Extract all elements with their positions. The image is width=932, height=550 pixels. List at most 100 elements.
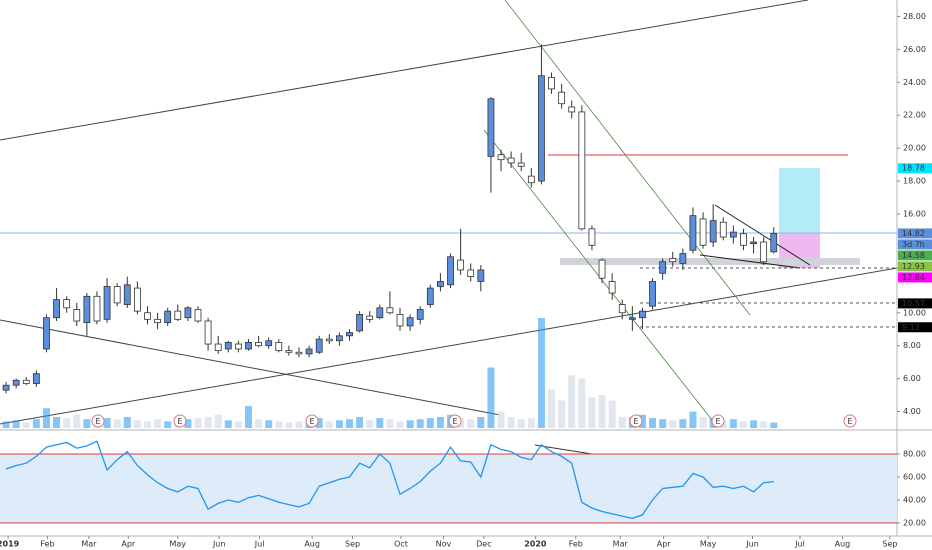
trend-line bbox=[0, 261, 932, 425]
candle-body bbox=[548, 76, 555, 90]
volume-bar bbox=[295, 421, 303, 428]
volume-bar bbox=[416, 419, 424, 428]
volume-bar bbox=[12, 420, 20, 428]
candle-body bbox=[255, 341, 262, 347]
candle-body bbox=[729, 231, 737, 238]
price-label-box bbox=[898, 250, 932, 261]
volume-bar bbox=[244, 406, 252, 428]
x-tick-label: Jun bbox=[212, 540, 226, 549]
candle-body bbox=[649, 281, 656, 307]
candle-body bbox=[245, 341, 252, 350]
volume-bar bbox=[598, 395, 606, 428]
volume-bar bbox=[83, 419, 91, 428]
volume-bar bbox=[356, 417, 364, 428]
volume-bar bbox=[194, 418, 202, 428]
candle-body bbox=[265, 340, 273, 347]
volume-bar bbox=[346, 419, 354, 428]
candle-body bbox=[315, 338, 323, 353]
volume-bar bbox=[285, 422, 293, 428]
volume-bar bbox=[265, 420, 273, 428]
candle-body bbox=[53, 299, 60, 319]
earnings-label: E bbox=[715, 417, 720, 426]
candle-body bbox=[204, 320, 212, 345]
candle-body bbox=[285, 350, 293, 353]
price-label-box bbox=[898, 298, 932, 309]
candle-body bbox=[83, 295, 91, 324]
volume-bar bbox=[477, 417, 485, 428]
volume-bar bbox=[487, 367, 495, 428]
volume-bar bbox=[750, 420, 758, 428]
support-band bbox=[560, 258, 860, 265]
candle-body bbox=[63, 299, 71, 309]
volume-bar bbox=[53, 417, 61, 428]
candle-body bbox=[426, 287, 434, 305]
x-tick-label: Apr bbox=[121, 540, 136, 549]
volume-bar bbox=[507, 417, 515, 428]
x-tick-label: Nov bbox=[436, 540, 452, 549]
candle-body bbox=[174, 310, 182, 320]
volume-bar bbox=[32, 419, 40, 428]
candle-body bbox=[73, 309, 81, 322]
candle-body bbox=[144, 312, 151, 320]
candle-body bbox=[679, 253, 687, 264]
candle-body bbox=[750, 241, 757, 245]
volume-bar bbox=[133, 420, 141, 428]
wedge-line bbox=[699, 254, 801, 269]
y-tick-label: 40.00 bbox=[903, 495, 926, 504]
volume-bar bbox=[588, 397, 596, 428]
candle-body bbox=[558, 91, 566, 105]
volume-bar bbox=[335, 420, 343, 428]
earnings-icon bbox=[711, 414, 725, 428]
candle-body bbox=[457, 259, 465, 271]
x-tick-label: Sep bbox=[345, 540, 360, 549]
candle-body bbox=[113, 286, 121, 304]
candle-body bbox=[234, 343, 242, 350]
x-tick-label: Mar bbox=[613, 540, 629, 549]
wedge-line bbox=[714, 204, 811, 266]
volume-bar bbox=[164, 421, 172, 428]
earnings-icon bbox=[305, 414, 319, 428]
candle-body bbox=[709, 220, 717, 243]
x-tick-label: Oct bbox=[394, 540, 408, 549]
y-tick-label: 20.00 bbox=[903, 519, 926, 528]
candle-body bbox=[133, 287, 141, 312]
countdown-label: 3d 7h bbox=[902, 240, 925, 249]
volume-bar bbox=[73, 414, 81, 428]
channel-line bbox=[504, 0, 751, 316]
candle-body bbox=[608, 281, 616, 294]
price-label: 14.58 bbox=[902, 251, 925, 260]
y-tick-label: 20.00 bbox=[903, 144, 926, 153]
y-tick-label: 80.00 bbox=[903, 449, 926, 458]
x-tick-label: Sep bbox=[882, 540, 897, 549]
earnings-icon bbox=[629, 414, 643, 428]
earnings-label: E bbox=[633, 417, 638, 426]
candle-body bbox=[719, 221, 727, 238]
candle-body bbox=[477, 269, 485, 282]
earnings-label: E bbox=[452, 417, 457, 426]
candle-body bbox=[527, 175, 535, 184]
volume-bar bbox=[659, 419, 667, 428]
volume-bar bbox=[527, 418, 535, 428]
volume-bar bbox=[22, 422, 30, 428]
candle-body bbox=[194, 309, 202, 322]
y-tick-label: 8.00 bbox=[903, 341, 921, 350]
candle-body bbox=[497, 154, 505, 161]
candle-body bbox=[22, 379, 30, 384]
volume-bar bbox=[204, 417, 212, 428]
candle-body bbox=[123, 284, 131, 305]
volume-bar bbox=[608, 400, 616, 428]
rsi-line bbox=[5, 440, 774, 520]
volume-bar bbox=[548, 389, 556, 428]
volume-bar bbox=[699, 417, 707, 428]
candle-body bbox=[93, 295, 101, 322]
y-tick-label: 18.00 bbox=[903, 177, 926, 186]
earnings-icon bbox=[843, 414, 857, 428]
candle-body bbox=[659, 261, 667, 274]
price-label: 12.93 bbox=[902, 262, 925, 271]
candle-body bbox=[538, 75, 545, 182]
volume-bar bbox=[669, 420, 677, 428]
earnings-icon bbox=[448, 414, 462, 428]
volume-bar bbox=[315, 418, 323, 428]
volume-bar bbox=[578, 378, 586, 428]
candle-body bbox=[325, 338, 333, 342]
